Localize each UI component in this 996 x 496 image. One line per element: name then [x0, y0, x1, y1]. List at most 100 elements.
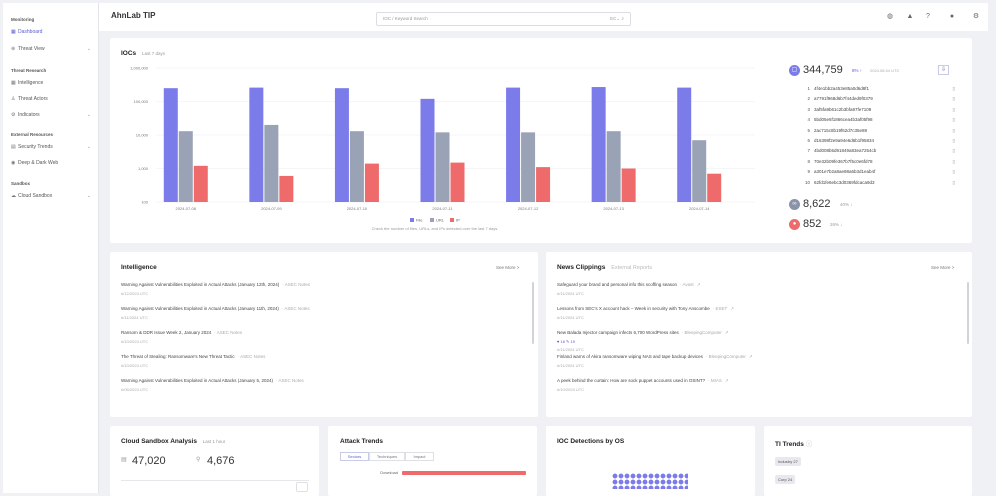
- legend-label: URL: [436, 218, 445, 223]
- trend-chip[interactable]: Industry 27: [775, 457, 801, 466]
- sidebar-item-label: Security Trends: [18, 143, 53, 150]
- document-icon[interactable]: ▯: [952, 138, 955, 143]
- search-input[interactable]: IOC / Keyword Search EC⌄ ⌕: [376, 12, 631, 26]
- info-icon[interactable]: ⓘ: [805, 441, 813, 448]
- ioc-list-row[interactable]: 1 4f4e1bb2a453e85a0d6d8f1 ▯: [800, 86, 955, 94]
- document-icon[interactable]: ▯: [952, 169, 955, 175]
- external-link-icon[interactable]: ↗: [696, 282, 701, 287]
- sidebar-item-label: Dashboard: [18, 28, 43, 35]
- ioc-list-row[interactable]: 2 a7791f968d6b7f44ded9f0379 ▯: [800, 96, 955, 104]
- chart-bar: [536, 167, 551, 202]
- sandbox-subtitle: Last 1 hour: [202, 439, 226, 444]
- ioc-list-row[interactable]: 8 70e32b09fe367b7f5c0e6fd78 ▯: [800, 159, 955, 167]
- sidebar-item-threat-view[interactable]: ⊕ Threat View ⌄: [11, 44, 95, 53]
- sidebar-item-security-trends[interactable]: ▤ Security Trends ⌄: [11, 142, 95, 151]
- ti-trends-title: TI Trends: [775, 441, 804, 448]
- bell-icon[interactable]: ▲: [906, 13, 914, 20]
- ioc-hash: d16398f2e9a94e6d6b1f95834: [814, 138, 875, 143]
- ioc-list-row[interactable]: 9 a301e7b2a8ae98a6b3d1eab4f ▯: [800, 169, 955, 177]
- trend-chip[interactable]: Corp 24: [775, 475, 796, 484]
- chart-bar: [264, 124, 279, 202]
- chart-caption: Check the number of files, URLs, and IPs…: [371, 226, 499, 231]
- see-more-link[interactable]: See More >: [931, 265, 955, 270]
- list-item-date: #/10/2024 UTC: [557, 387, 585, 392]
- attack-trends-title: Attack Trends: [340, 438, 383, 445]
- item-title-text: Ransom & DDR Issue Week 2, January 2024: [121, 330, 212, 335]
- ioc-list-row[interactable]: 7 4bd008b5d91849a83ea7254cb ▯: [800, 148, 955, 156]
- intelligence-title: Intelligence: [121, 264, 157, 271]
- external-link-icon[interactable]: ↗: [748, 354, 753, 359]
- chevron-down-icon: ⌄: [86, 192, 91, 199]
- sidebar-item-dashboard[interactable]: ▦ Dashboard: [11, 27, 95, 36]
- sidebar-section-title: Threat Research: [11, 68, 47, 73]
- sidebar-item-label: Intelligence: [18, 79, 44, 86]
- globe-icon[interactable]: ◍: [886, 13, 894, 20]
- list-item-title[interactable]: A peek behind the curtain: How are sock …: [557, 378, 729, 384]
- sidebar-item-indicators[interactable]: ⚙ Indicators ⌄: [11, 110, 95, 119]
- y-tick-label: 1,000,000: [130, 66, 149, 71]
- settings-icon[interactable]: ⚙: [972, 13, 980, 20]
- x-tick-label: 2024-07-13: [603, 206, 624, 211]
- sidebar-section-title: Monitoring: [11, 17, 35, 22]
- document-icon[interactable]: ▯: [952, 158, 955, 164]
- document-icon[interactable]: ▯: [952, 127, 955, 133]
- ioc-subtitle: Last 7 days: [141, 51, 165, 56]
- tab-external-reports[interactable]: External Reports: [611, 265, 653, 271]
- ioc-rank: 3: [807, 106, 810, 112]
- news-title[interactable]: News Clippings: [557, 264, 606, 271]
- document-icon[interactable]: ▯: [952, 148, 955, 154]
- link-icon: ∞: [789, 199, 800, 210]
- item-source: · ASEC Notes: [281, 306, 310, 311]
- expand-button[interactable]: [296, 482, 308, 492]
- sidebar-item-deep-dark-web[interactable]: ◉ Deep & Dark Web: [11, 158, 95, 167]
- list-item-title[interactable]: Warning Against Vulnerabilities Exploite…: [121, 306, 310, 311]
- user-icon[interactable]: ●: [949, 13, 955, 20]
- ioc-list-row[interactable]: 4 5bd05e6f1866cea4b3af05f98 ▯: [800, 117, 955, 125]
- os-dot-grid: [612, 473, 688, 489]
- list-item-title[interactable]: Warning Against Vulnerabilities Exploite…: [121, 378, 304, 383]
- x-tick-label: 2024-07-14: [689, 206, 710, 211]
- tab-techniques[interactable]: Techniques: [369, 452, 405, 461]
- ioc-list-row[interactable]: 6 d16398f2e9a94e6d6b1f95834 ▯: [800, 138, 955, 146]
- sidebar-item-cloud-sandbox[interactable]: ☁ Cloud Sandbox ⌄: [11, 191, 95, 200]
- document-icon[interactable]: ▯: [952, 86, 955, 91]
- ioc-list-row[interactable]: 10 62fd1fe6ebc3d0369fdcaca9d3 ▯: [800, 180, 955, 188]
- list-item-date: #/10/2024 UTC: [121, 339, 149, 344]
- ioc-hash: 2ac715c8b19f62d7c35e88: [814, 127, 868, 133]
- list-item-title[interactable]: Warning Against Vulnerabilities Exploite…: [121, 282, 310, 287]
- list-item-title[interactable]: Ransom & DDR Issue Week 2, January 2024 ·…: [121, 330, 242, 335]
- scrollbar[interactable]: [967, 282, 969, 344]
- list-item-title[interactable]: Safeguard your brand and personal info t…: [557, 282, 700, 288]
- scrollbar[interactable]: [532, 282, 534, 344]
- list-item-date: #/05/2024 UTC: [121, 387, 149, 392]
- document-icon[interactable]: ▯: [952, 96, 955, 102]
- sidebar-section-title: External Resources: [11, 132, 54, 137]
- sidebar-item-threat-actors[interactable]: ♙ Threat Actors: [11, 94, 95, 103]
- tab-sectors[interactable]: Sectors: [340, 452, 369, 461]
- help-icon[interactable]: ?: [926, 13, 930, 20]
- list-item-title[interactable]: The Threat of Stealing: Ransomware's New…: [121, 354, 265, 359]
- list-item-title[interactable]: New Balada Injector campaign infects 6,7…: [557, 330, 729, 336]
- item-title-text: Lessons from SEC's X account hack – Week…: [557, 306, 710, 311]
- external-link-icon[interactable]: ↗: [724, 330, 729, 335]
- external-link-icon[interactable]: ↗: [724, 378, 729, 383]
- tab-impact[interactable]: Impact: [405, 452, 434, 461]
- ioc-list-row[interactable]: 3 3af5fa9b61c2b3bfa97fe7109 ▯: [800, 107, 955, 115]
- globe-icon: ◉: [11, 159, 16, 166]
- list-item-title[interactable]: Finland warns of Akira ransomware wiping…: [557, 354, 753, 360]
- item-source: · Avast: [680, 282, 694, 287]
- sidebar-item-intelligence[interactable]: ▦ Intelligence: [11, 78, 95, 87]
- location-pin-icon: ●: [789, 219, 800, 230]
- search-icon: ⌕: [621, 16, 624, 21]
- see-more-link[interactable]: See More >: [496, 265, 520, 270]
- x-tick-label: 2024-07-11: [432, 206, 453, 211]
- ioc-list-row[interactable]: 5 2ac715c8b19f62d7c35e88 ▯: [800, 128, 955, 136]
- list-item-title[interactable]: Lessons from SEC's X account hack – Week…: [557, 306, 734, 312]
- document-icon[interactable]: ▯: [952, 106, 955, 112]
- external-link-icon[interactable]: ↗: [730, 306, 735, 311]
- search-scope: EC⌄: [610, 16, 621, 21]
- document-icon[interactable]: ▯: [952, 179, 955, 185]
- download-icon[interactable]: ⇩: [938, 65, 949, 75]
- list-item-date: #/11/2024 UTC: [557, 291, 584, 296]
- document-icon[interactable]: ▯: [952, 117, 955, 123]
